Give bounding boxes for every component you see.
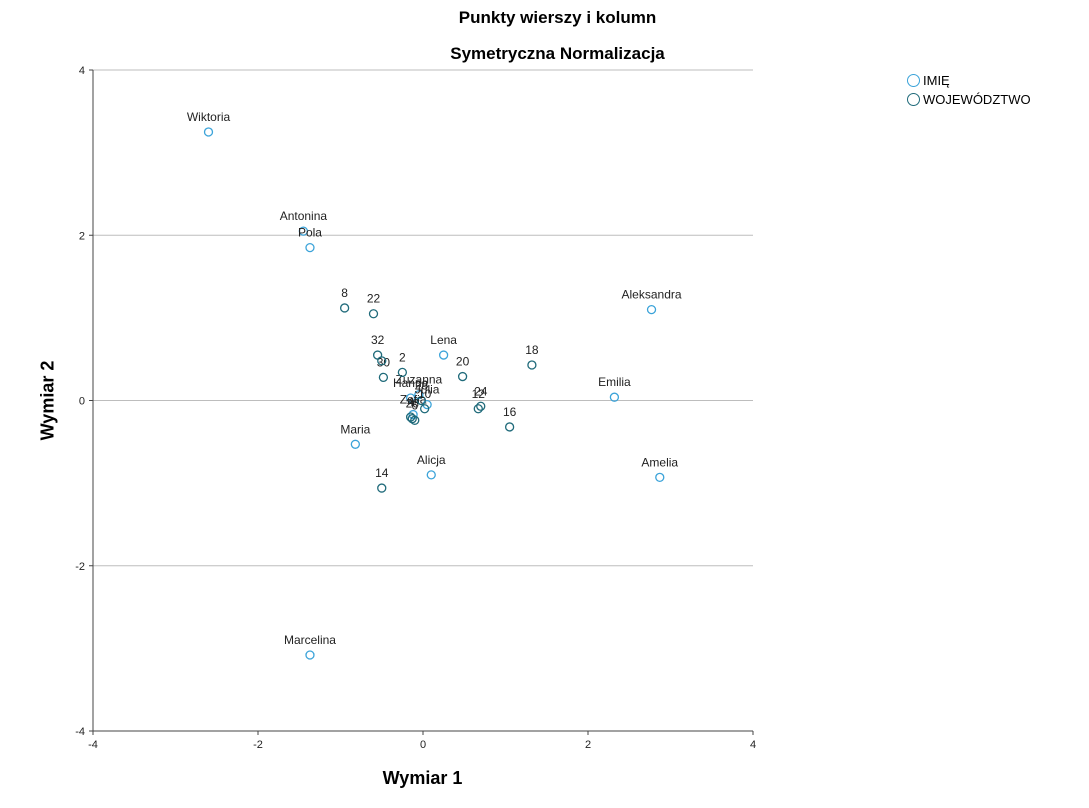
point-label: 14 [375, 466, 389, 480]
point-label: Marcelina [284, 633, 336, 647]
legend-item-wojewodztwo: WOJEWÓDZTWO [907, 90, 1031, 109]
point-label: Antonina [280, 209, 328, 223]
row-point [609, 392, 620, 402]
column-point [339, 303, 350, 313]
column-point [473, 404, 483, 414]
chart-subtitle: Symetryczna Normalizacja [450, 44, 665, 63]
point-label: Wiktoria [187, 110, 231, 124]
row-point [350, 439, 361, 449]
row-point [438, 350, 449, 360]
point-label: 28 [415, 379, 429, 393]
point-label: Alicja [417, 453, 446, 467]
row-point [414, 390, 424, 400]
row-point [655, 472, 665, 482]
column-point [457, 371, 468, 382]
y-tick-label: -4 [75, 726, 85, 738]
point-label: Pola [298, 226, 322, 240]
point-label: Amelia [641, 455, 678, 469]
row-point [203, 127, 214, 137]
column-point [410, 415, 420, 425]
column-point [476, 401, 486, 411]
point-label: Maria [340, 422, 370, 436]
point-label: 10 [418, 387, 432, 401]
point-label: 26 [406, 397, 420, 411]
column-point [377, 356, 387, 366]
point-label: Lena [430, 333, 457, 347]
column-point [377, 483, 387, 493]
y-tick-label: 2 [79, 230, 85, 242]
x-tick-label: 4 [750, 739, 756, 751]
column-point [527, 360, 537, 370]
point-label: 18 [525, 343, 539, 357]
x-tick-label: 2 [585, 739, 591, 751]
legend-item-imie: IMIĘ [907, 71, 1031, 90]
point-label: 22 [367, 292, 381, 306]
column-point [416, 395, 427, 406]
point-label: 2 [399, 350, 406, 364]
point-label: Emilia [598, 375, 631, 389]
y-tick-label: 0 [79, 396, 85, 408]
row-point [298, 226, 309, 236]
point-label: 8 [341, 286, 348, 300]
legend: IMIĘ WOJEWÓDZTWO [907, 71, 1031, 109]
row-point [408, 409, 418, 420]
point-label: Zuzanna [396, 373, 443, 387]
legend-label-wojewodztwo: WOJEWÓDZTWO [923, 92, 1031, 107]
row-point [305, 650, 315, 660]
y-tick-label: 4 [79, 65, 85, 77]
x-tick-label: 0 [420, 739, 426, 751]
column-point [407, 414, 417, 424]
point-label: 4 [407, 395, 414, 409]
point-label: 24 [474, 384, 488, 398]
column-point [419, 404, 430, 414]
x-axis-title: Wymiar 1 [382, 768, 463, 788]
column-point [368, 309, 379, 319]
x-tick-label: -2 [253, 739, 263, 751]
point-label: 6 [411, 398, 418, 412]
row-point [405, 393, 416, 403]
chart-title: Punkty wierszy i kolumn [458, 8, 657, 27]
column-point [397, 367, 408, 378]
legend-marker-imie [907, 74, 920, 87]
point-label: 16 [503, 405, 517, 419]
row-point [426, 470, 436, 480]
legend-marker-wojewodztwo [907, 93, 920, 106]
point-label: 12 [472, 387, 486, 401]
y-tick-label: -2 [75, 561, 85, 573]
column-point [504, 422, 515, 432]
legend-label-imie: IMIĘ [923, 73, 950, 88]
point-label: 32 [371, 333, 385, 347]
column-point [378, 372, 389, 383]
y-axis-title: Wymiar 2 [37, 360, 58, 441]
point-label: Aleksandra [622, 288, 682, 302]
point-label: Hanna [393, 376, 429, 390]
x-tick-label: -4 [88, 739, 98, 751]
point-label: Julia [415, 383, 440, 397]
point-label: 30 [377, 355, 391, 369]
point-label: 20 [456, 355, 470, 369]
point-label: Zofia [400, 393, 427, 407]
row-point [305, 242, 315, 253]
row-point [646, 304, 657, 315]
